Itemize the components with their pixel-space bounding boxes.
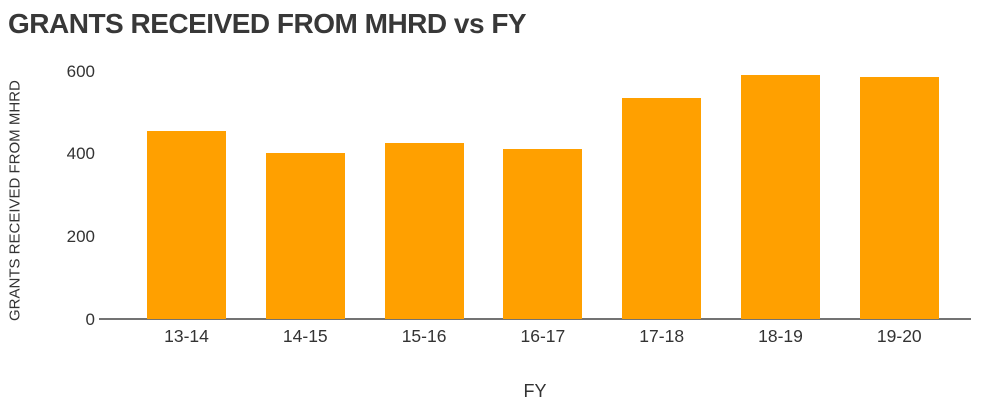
bar-16-17[interactable] [503, 149, 583, 319]
y-tick-200: 200 [66, 227, 95, 247]
x-axis-tick-labels: 13-14 14-15 15-16 16-17 17-18 18-19 19-20 [99, 326, 971, 350]
x-tick-16-17: 16-17 [520, 326, 566, 346]
bar-18-19[interactable] [741, 74, 820, 319]
bar-19-20[interactable] [859, 76, 939, 319]
x-axis-title: FY [523, 381, 547, 401]
x-tick-15-16: 15-16 [401, 326, 447, 346]
bar-17-18[interactable] [622, 97, 702, 319]
bar-14-15[interactable] [265, 153, 345, 319]
y-tick-400: 400 [66, 144, 95, 164]
x-tick-18-19: 18-19 [758, 326, 803, 346]
x-axis-line [99, 318, 971, 320]
x-tick-13-14: 13-14 [164, 326, 209, 346]
x-tick-19-20: 19-20 [876, 326, 922, 346]
bar-13-14[interactable] [147, 130, 226, 319]
y-tick-600: 600 [66, 61, 95, 81]
y-tick-0: 0 [85, 310, 95, 329]
plot-area [99, 60, 971, 320]
bar-15-16[interactable] [384, 143, 464, 319]
x-tick-14-15: 14-15 [282, 326, 328, 346]
x-tick-17-18: 17-18 [639, 326, 685, 346]
chart-title: GRANTS RECEIVED FROM MHRD vs FY [8, 8, 527, 39]
y-axis-tick-labels: 0 200 400 600 [0, 60, 95, 329]
